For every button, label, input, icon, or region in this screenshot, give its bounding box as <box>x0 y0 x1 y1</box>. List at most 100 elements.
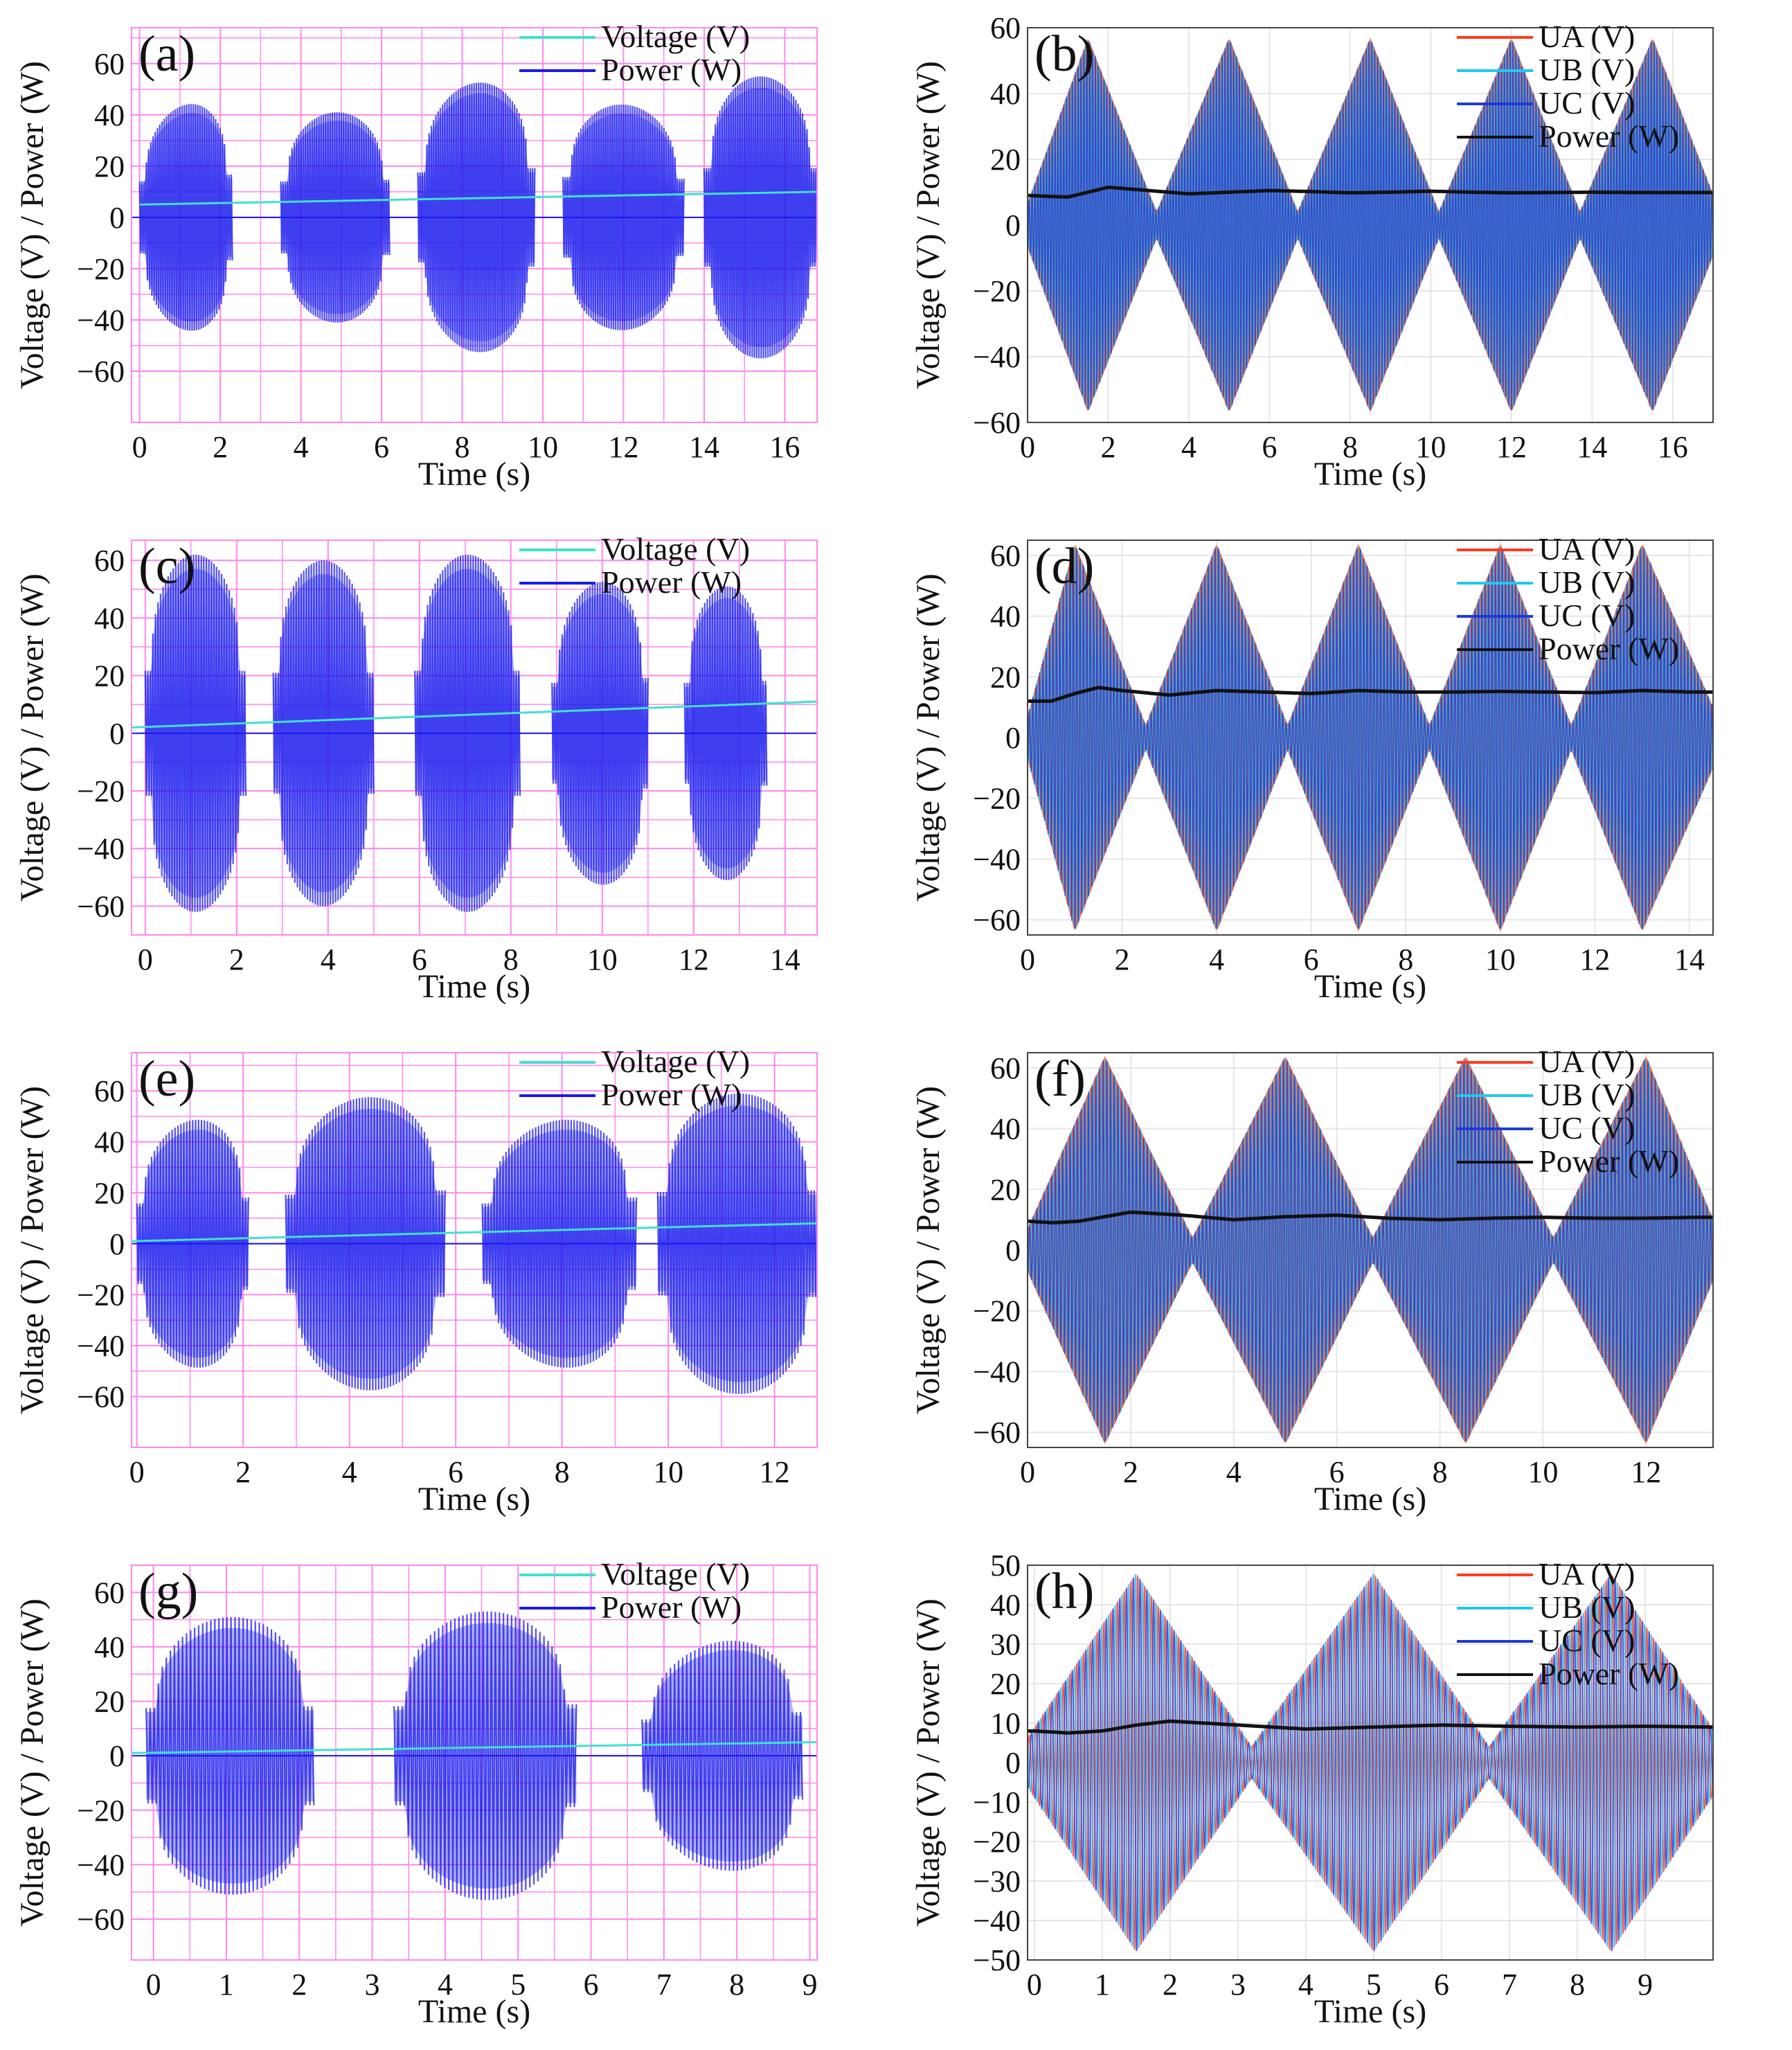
x-tick-label: 12 <box>679 943 709 977</box>
y-tick-label: 0 <box>1005 1746 1021 1780</box>
x-tick-label: 2 <box>1123 1455 1138 1489</box>
x-axis-label: Time (s) <box>1314 1993 1426 2030</box>
y-tick-label: 60 <box>94 544 125 578</box>
y-tick-label: −20 <box>77 252 125 286</box>
y-tick-label: 40 <box>990 1588 1021 1622</box>
x-tick-label: 8 <box>1398 943 1413 977</box>
legend-entry: Power (W) <box>1539 118 1679 154</box>
legend-entry: UA (V) <box>1539 531 1635 567</box>
panel-label: (e) <box>138 1051 195 1107</box>
y-tick-label: −20 <box>77 1278 125 1312</box>
y-tick-label: 20 <box>990 660 1021 694</box>
legend-entry: UC (V) <box>1539 85 1635 121</box>
x-tick-label: 8 <box>1570 1968 1585 2002</box>
x-tick-label: 0 <box>132 430 147 464</box>
power-series-line <box>136 1119 249 1368</box>
ub-series-line <box>1028 1574 1713 1948</box>
x-tick-label: 10 <box>587 943 618 977</box>
x-tick-label: 0 <box>138 943 153 977</box>
x-tick-label: 6 <box>448 1455 463 1489</box>
x-tick-label: 0 <box>1027 1968 1042 2002</box>
y-tick-label: 60 <box>94 1576 125 1610</box>
y-axis-label: Voltage (V) / Power (W) <box>910 1086 947 1414</box>
panel-h: 0 1 2 3 4 5 6 7 8 9 −50 −40 −30 −20 −10 0 10 20 30 40 50 Time… <box>910 1549 1714 2030</box>
x-tick-label: 4 <box>1298 1968 1314 2002</box>
panel-f: 0 2 4 6 8 10 12 −60 −40 −20 0 20 40 60 Time (s) Voltage… <box>910 1044 1714 1517</box>
y-tick-label: 20 <box>94 1176 125 1210</box>
x-tick-label: 4 <box>1181 430 1197 464</box>
power-series-line <box>1028 1210 1713 1225</box>
x-tick-label: 8 <box>1343 430 1358 464</box>
y-axis-label: Voltage (V) / Power (W) <box>910 61 947 389</box>
panel-b: 0 2 4 6 8 10 12 14 16 −60 −40 −20 0 20 40 60 Time (s) Vol… <box>910 11 1714 492</box>
legend-entry: UA (V) <box>1539 1044 1635 1079</box>
y-axis-label: Voltage (V) / Power (W) <box>910 573 947 902</box>
x-axis-label: Time (s) <box>418 1993 530 2030</box>
legend-entry: UB (V) <box>1539 1077 1635 1112</box>
y-tick-label: 20 <box>990 143 1021 177</box>
axes-frame <box>131 27 818 423</box>
x-tick-label: 0 <box>146 1968 161 2002</box>
y-tick-label: 40 <box>990 1112 1021 1146</box>
plot-area <box>132 76 817 359</box>
x-tick-label: 2 <box>229 943 244 977</box>
x-tick-label: 4 <box>342 1455 357 1489</box>
legend-entry: UB (V) <box>1539 1589 1635 1625</box>
x-tick-label: 7 <box>656 1968 672 2002</box>
x-axis-label: Time (s) <box>418 1481 530 1517</box>
panel-label: (d) <box>1034 538 1094 595</box>
uc-series-line <box>1028 1577 1713 1952</box>
y-tick-label: 20 <box>94 1685 125 1719</box>
x-tick-label: 2 <box>292 1968 307 2002</box>
x-tick-label: 1 <box>219 1968 234 2002</box>
voltage-series-line <box>132 1741 817 1754</box>
legend-entry: Power (W) <box>601 564 742 600</box>
legend-entry: Power (W) <box>1539 1143 1679 1179</box>
y-tick-label: 20 <box>990 1667 1021 1701</box>
plot-area <box>1028 37 1713 413</box>
legend-entry: Voltage (V) <box>601 19 750 54</box>
y-tick-label: 40 <box>94 98 125 132</box>
x-tick-label: 14 <box>770 943 800 977</box>
y-tick-label: 40 <box>990 77 1021 111</box>
y-tick-label: −20 <box>973 274 1021 308</box>
x-tick-label: 10 <box>1527 1455 1558 1489</box>
ua-series-line <box>1028 546 1713 929</box>
legend-entry: UA (V) <box>1539 1556 1635 1592</box>
x-tick-label: 9 <box>802 1968 817 2002</box>
x-tick-label: 2 <box>1100 430 1115 464</box>
y-tick-label: −60 <box>973 903 1021 937</box>
plot-area <box>132 1611 817 1900</box>
y-tick-label: −20 <box>973 1294 1021 1328</box>
y-tick-label: −50 <box>973 1943 1021 1977</box>
y-tick-label: −40 <box>973 1355 1021 1389</box>
y-tick-label: −40 <box>77 832 125 866</box>
y-tick-label: −60 <box>77 1902 125 1936</box>
y-tick-label: −40 <box>973 1904 1021 1938</box>
x-tick-label: 9 <box>1638 1968 1653 2002</box>
x-tick-label: 2 <box>1115 943 1130 977</box>
x-axis-label: Time (s) <box>418 968 530 1005</box>
x-tick-label: 10 <box>653 1455 683 1489</box>
y-tick-label: 60 <box>94 1074 125 1108</box>
panel-label: (f) <box>1034 1051 1086 1107</box>
y-tick-label: 0 <box>1005 208 1021 242</box>
y-tick-label: −60 <box>77 889 125 923</box>
x-tick-label: 4 <box>1226 1455 1242 1489</box>
y-tick-label: 10 <box>990 1706 1021 1740</box>
x-tick-label: 4 <box>438 1968 453 2002</box>
panel-c: 0 2 4 6 8 10 12 14 −60 −40 −20 0 20 40 60 Time (s) Volta… <box>14 531 818 1005</box>
x-tick-label: 10 <box>1485 943 1516 977</box>
x-tick-label: 4 <box>321 943 336 977</box>
legend-entry: UC (V) <box>1539 1623 1635 1658</box>
x-axis-label: Time (s) <box>1314 1481 1426 1517</box>
plot-area <box>132 1093 817 1394</box>
power-series-line <box>417 82 536 353</box>
x-tick-label: 5 <box>1366 1968 1381 2002</box>
power-series-line <box>1028 186 1713 199</box>
voltage-series-line <box>139 190 817 206</box>
uc-series-line <box>1028 1059 1713 1442</box>
legend-entry: UA (V) <box>1539 19 1635 54</box>
axes-frame <box>1027 1052 1714 1448</box>
x-tick-label: 16 <box>1658 430 1688 464</box>
